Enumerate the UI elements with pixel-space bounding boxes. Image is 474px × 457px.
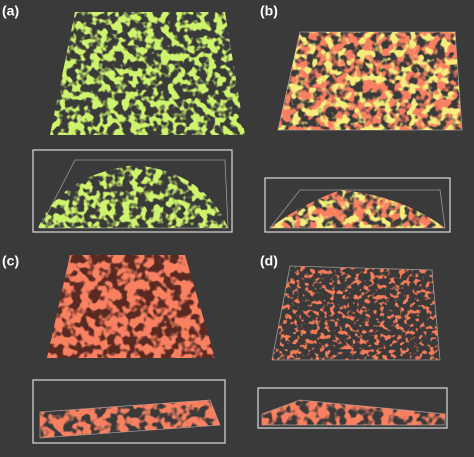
panel-label: (b) bbox=[260, 3, 278, 19]
side-view-frame bbox=[257, 387, 448, 429]
side-view-red bbox=[40, 400, 220, 438]
biofilm-yellow bbox=[278, 32, 462, 130]
side-view-yellow bbox=[270, 190, 445, 228]
panel-label: (d) bbox=[260, 253, 278, 269]
side-view-frame bbox=[32, 379, 226, 444]
panel-label: (c) bbox=[2, 253, 19, 269]
side-view-biofilm bbox=[38, 165, 228, 228]
side-view-frame bbox=[32, 149, 233, 233]
panel-label: (a) bbox=[2, 3, 19, 19]
biofilm-red bbox=[47, 255, 215, 358]
biofilm-volume bbox=[50, 12, 245, 135]
side-view-frame bbox=[264, 177, 451, 233]
side-view-red bbox=[262, 400, 445, 425]
biofilm-red bbox=[272, 266, 440, 360]
